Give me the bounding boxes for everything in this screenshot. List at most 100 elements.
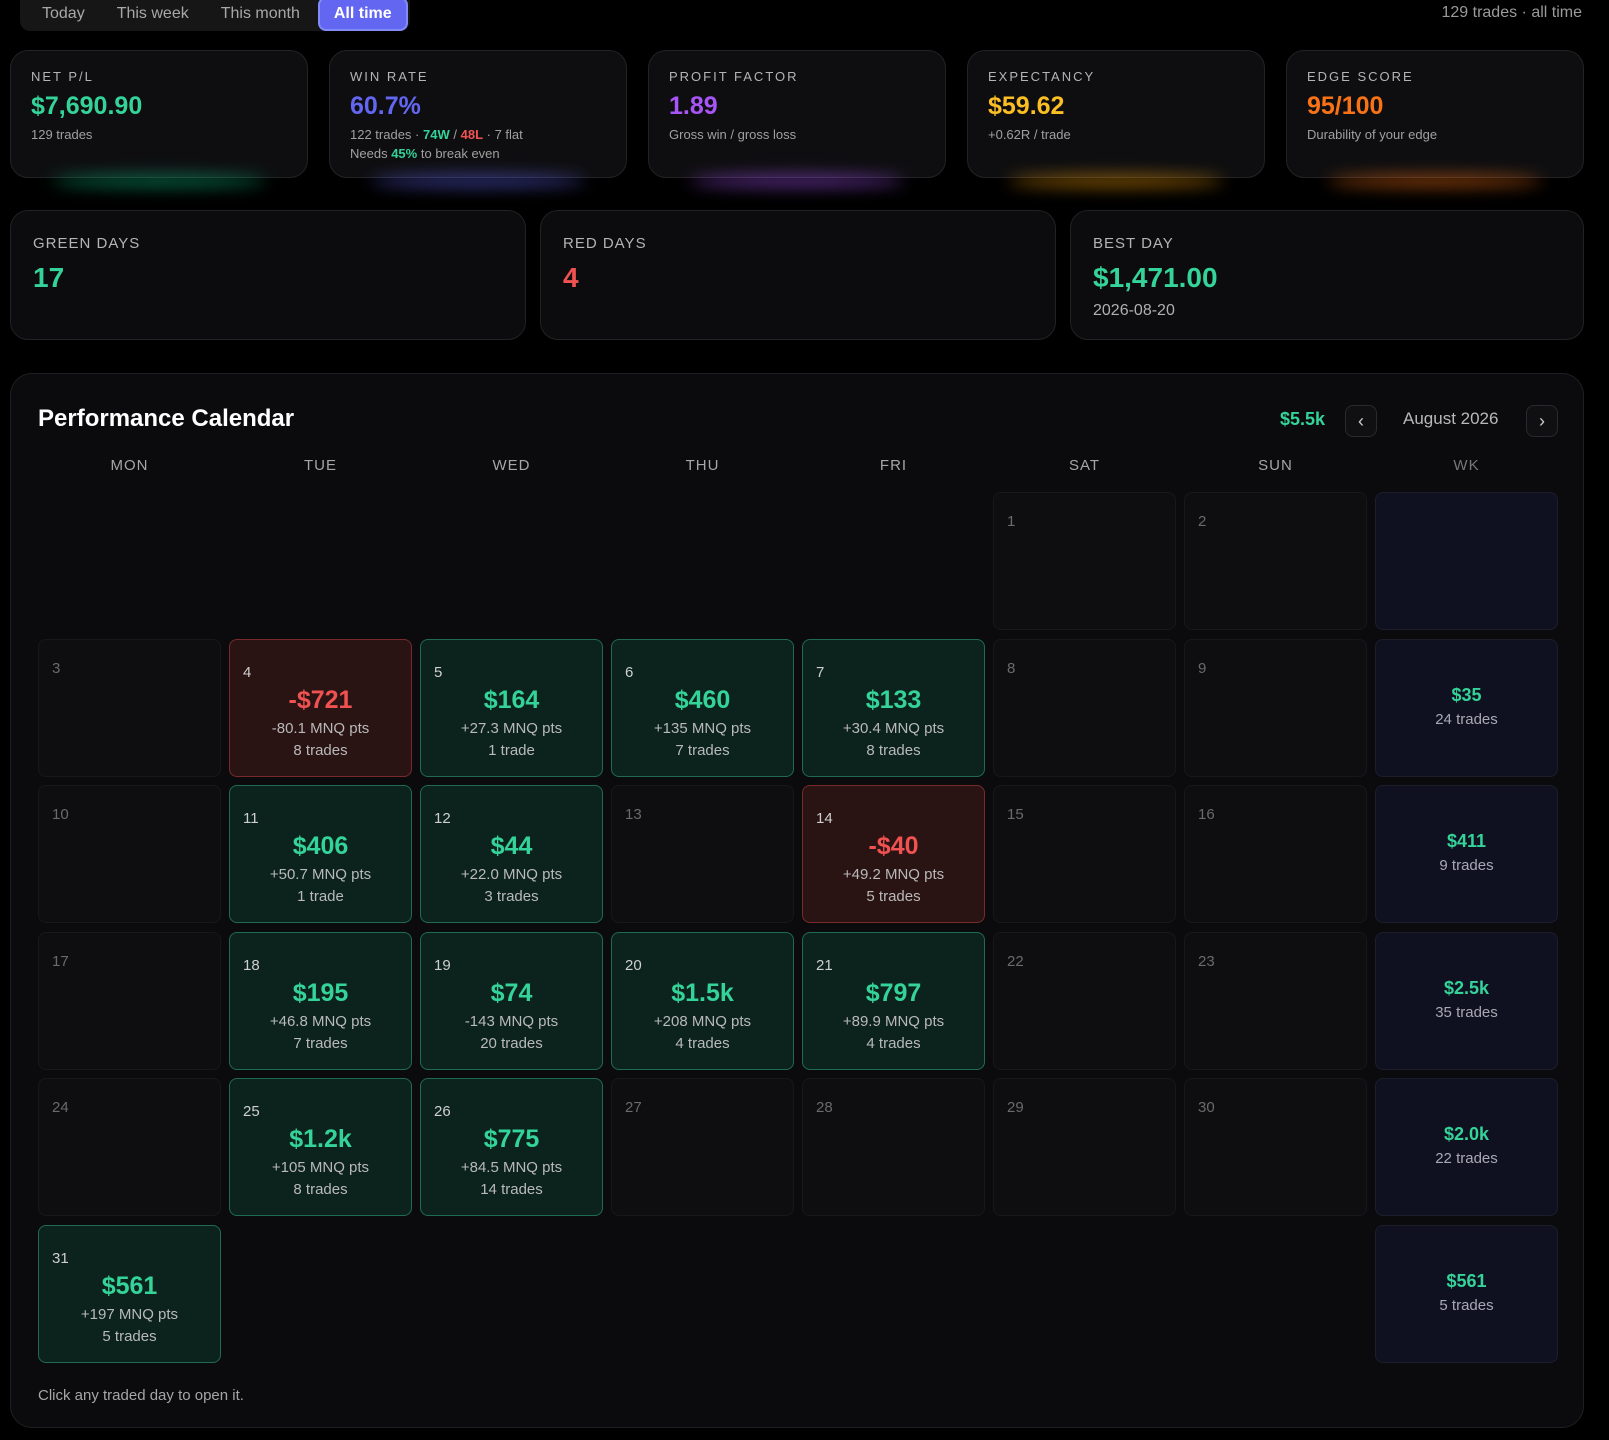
day-number: 4 <box>243 663 252 681</box>
day-number: 21 <box>816 956 833 974</box>
week-trades: 22 trades <box>1435 1150 1498 1167</box>
calendar-day-green[interactable]: 18 $195 +46.8 MNQ pts 7 trades <box>229 931 412 1070</box>
kpi-sub: 129 trades <box>31 127 93 142</box>
day-trades: 1 trade <box>488 741 535 759</box>
calendar-day-green[interactable]: 5 $164 +27.3 MNQ pts 1 trade <box>420 638 603 777</box>
calendar-day-red[interactable]: 4 -$721 -80.1 MNQ pts 8 trades <box>229 638 412 777</box>
day-number: 11 <box>243 810 259 827</box>
green-days-value: 17 <box>33 262 65 293</box>
calendar-day-green[interactable]: 11 $406 +50.7 MNQ pts 1 trade <box>229 785 412 923</box>
tab-today[interactable]: Today <box>42 4 85 22</box>
day-points: +135 MNQ pts <box>653 719 752 737</box>
weekday-tue: TUE <box>304 457 337 474</box>
calendar-day-green[interactable]: 20 $1.5k +208 MNQ pts 4 trades <box>611 931 794 1070</box>
day-points: +22.0 MNQ pts <box>460 866 563 883</box>
time-range-tabs: Today This week This month All time <box>20 0 410 31</box>
calendar-day-green[interactable]: 19 $74 -143 MNQ pts 20 trades <box>420 931 603 1070</box>
card-glow <box>1008 175 1224 187</box>
day-number: 22 <box>1007 952 1024 970</box>
kpi-net-pl: NET P/L $7,690.90 129 trades <box>10 50 308 187</box>
day-number: 24 <box>52 1099 69 1116</box>
calendar-day-green[interactable]: 25 $1.2k +105 MNQ pts 8 trades <box>229 1078 412 1216</box>
calendar-day: 16 <box>1184 785 1367 923</box>
filter-bar: Today This week This month All time 129 … <box>10 0 1582 34</box>
prev-month-button[interactable]: ‹ <box>1345 405 1377 437</box>
calendar-day-green[interactable]: 26 $775 +84.5 MNQ pts 14 trades <box>420 1078 603 1216</box>
week-trades: 9 trades <box>1439 857 1494 874</box>
best-day-label: BEST DAY <box>1093 235 1174 252</box>
day-points: +50.7 MNQ pts <box>269 866 372 883</box>
kpi-value: 60.7% <box>350 92 421 120</box>
losses-count: 48L <box>460 127 484 142</box>
calendar-day: 27 <box>611 1078 794 1216</box>
red-days-value: 4 <box>563 262 579 293</box>
day-trades: 8 trades <box>293 1181 348 1198</box>
day-points: +49.2 MNQ pts <box>842 866 945 883</box>
day-number: 27 <box>625 1099 642 1116</box>
day-pl: $775 <box>483 1125 540 1153</box>
breakeven-pct: 45% <box>391 146 418 161</box>
calendar-day-green[interactable]: 6 $460 +135 MNQ pts 7 trades <box>611 638 794 777</box>
calendar-day-green[interactable]: 21 $797 +89.9 MNQ pts 4 trades <box>802 931 985 1070</box>
day-points: -80.1 MNQ pts <box>271 719 370 737</box>
day-number: 7 <box>816 663 825 681</box>
calendar-day-green[interactable]: 12 $44 +22.0 MNQ pts 3 trades <box>420 785 603 923</box>
day-number: 29 <box>1007 1099 1024 1116</box>
next-month-button[interactable]: › <box>1526 405 1558 437</box>
week-trades: 24 trades <box>1435 710 1498 728</box>
kpi-label: WIN RATE <box>350 69 429 84</box>
day-number: 19 <box>434 956 451 974</box>
card-glow <box>51 175 267 187</box>
day-points: +27.3 MNQ pts <box>460 719 563 737</box>
calendar-day: 2 <box>1184 492 1367 630</box>
calendar-day: 15 <box>993 785 1176 923</box>
calendar-day: 3 <box>38 638 221 777</box>
calendar-day: 13 <box>611 785 794 923</box>
calendar-day: 8 <box>993 638 1176 777</box>
card-glow <box>370 175 586 187</box>
day-pl: $1.5k <box>671 978 734 1007</box>
calendar-day: 28 <box>802 1078 985 1216</box>
kpi-value: $59.62 <box>988 92 1065 120</box>
calendar-hint: Click any traded day to open it. <box>38 1387 244 1404</box>
flat-count: · 7 flat <box>486 127 523 142</box>
calendar-day: 1 <box>993 492 1176 630</box>
trade-count-summary: 129 trades · all time <box>1441 4 1582 21</box>
calendar-day: 22 <box>993 931 1176 1070</box>
tab-this-week[interactable]: This week <box>116 4 189 22</box>
week-total-cell: $2.5k 35 trades <box>1375 931 1558 1070</box>
red-days-label: RED DAYS <box>563 235 647 252</box>
day-number: 14 <box>816 810 833 827</box>
calendar-day: 17 <box>38 931 221 1070</box>
day-number: 13 <box>625 806 642 823</box>
week-pl: $411 <box>1446 831 1487 851</box>
calendar-day-red[interactable]: 14 -$40 +49.2 MNQ pts 5 trades <box>802 785 985 923</box>
day-number: 9 <box>1198 659 1207 677</box>
best-day-value: $1,471.00 <box>1093 262 1218 293</box>
week-total-cell: $35 24 trades <box>1375 638 1558 777</box>
calendar-day: 24 <box>38 1078 221 1216</box>
week-pl: $2.0k <box>1443 1124 1490 1144</box>
day-points: +46.8 MNQ pts <box>269 1012 372 1030</box>
day-number: 17 <box>52 952 69 970</box>
best-day-date: 2026-08-20 <box>1093 302 1175 319</box>
day-pl: $406 <box>292 832 349 860</box>
day-number: 16 <box>1198 806 1215 823</box>
week-pl: $35 <box>1451 684 1482 705</box>
day-trades: 3 trades <box>484 888 539 905</box>
performance-calendar: Performance Calendar $5.5k ‹ August 2026… <box>10 373 1584 1428</box>
calendar-day-green[interactable]: 31 $561 +197 MNQ pts 5 trades <box>38 1224 221 1363</box>
kpi-sub: 122 trades · 74W / 48L · 7 flat Needs 45… <box>350 125 606 163</box>
wins-count: 74W <box>423 127 450 142</box>
tab-this-month[interactable]: This month <box>220 4 300 22</box>
tab-all-time[interactable]: All time <box>317 0 408 31</box>
current-month: August 2026 <box>1403 409 1499 428</box>
day-number: 20 <box>625 956 642 974</box>
day-trades: 14 trades <box>480 1181 543 1198</box>
weekday-fri: FRI <box>879 457 908 474</box>
day-points: +208 MNQ pts <box>653 1012 752 1030</box>
kpi-value: 95/100 <box>1307 92 1384 120</box>
green-days-card: GREEN DAYS 17 <box>10 210 526 340</box>
calendar-day-green[interactable]: 7 $133 +30.4 MNQ pts 8 trades <box>802 638 985 777</box>
